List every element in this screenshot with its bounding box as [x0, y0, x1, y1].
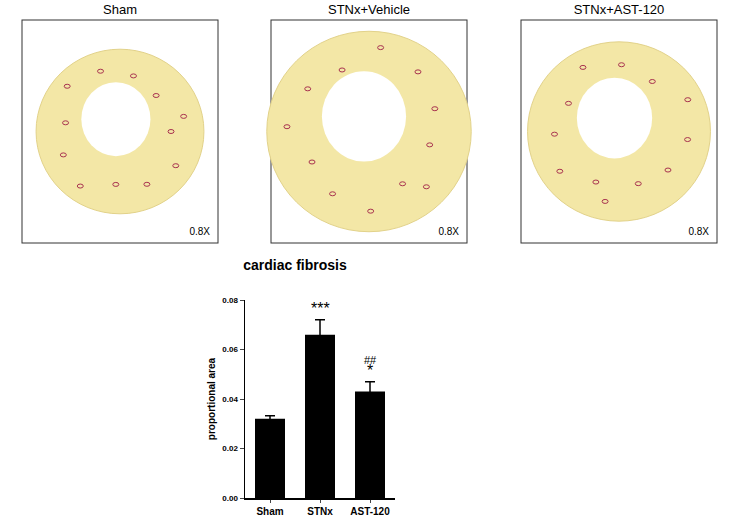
svg-text:0.04: 0.04	[222, 395, 238, 404]
svg-text:Sham: Sham	[103, 2, 137, 17]
svg-text:cardiac fibrosis: cardiac fibrosis	[243, 257, 347, 273]
svg-text:0.8X: 0.8X	[189, 226, 210, 237]
svg-text:Sham: Sham	[256, 506, 283, 517]
svg-text:*: *	[367, 362, 373, 379]
svg-text:STNx+Vehicle: STNx+Vehicle	[328, 2, 410, 17]
svg-text:0.02: 0.02	[222, 444, 238, 453]
svg-text:0.00: 0.00	[222, 494, 238, 503]
svg-text:proportional area: proportional area	[206, 357, 217, 440]
svg-text:##: ##	[364, 354, 377, 366]
svg-text:AST-120: AST-120	[350, 506, 390, 517]
svg-text:0.06: 0.06	[222, 345, 238, 354]
svg-text:***: ***	[311, 300, 330, 317]
svg-text:STNx: STNx	[307, 506, 333, 517]
svg-text:0.8X: 0.8X	[688, 226, 709, 237]
svg-text:0.08: 0.08	[222, 296, 238, 305]
svg-text:0.8X: 0.8X	[438, 226, 459, 237]
svg-text:STNx+AST-120: STNx+AST-120	[574, 2, 665, 17]
